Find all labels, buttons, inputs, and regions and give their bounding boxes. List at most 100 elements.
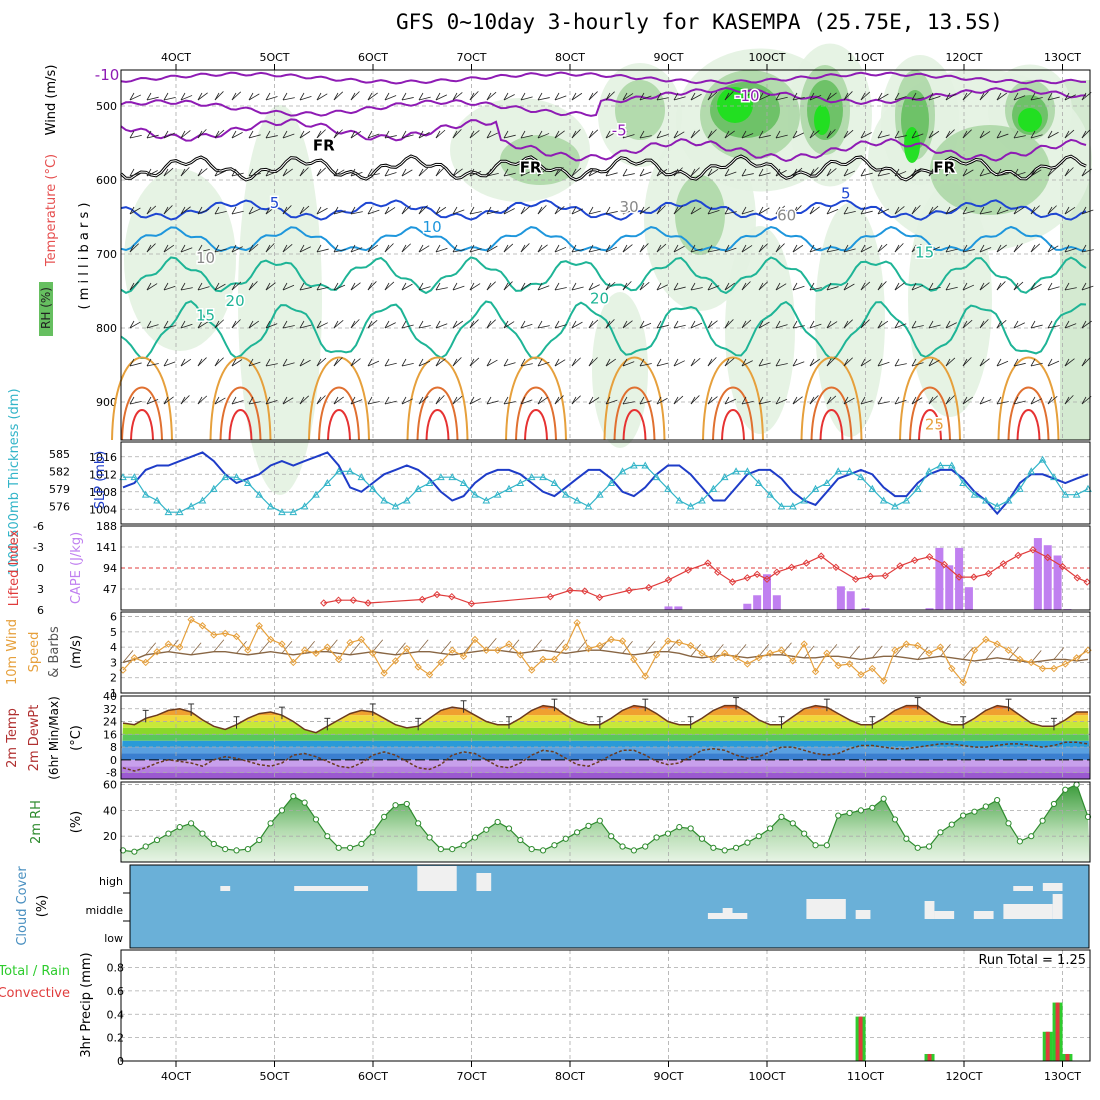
cloud-bar-high [220, 886, 231, 891]
wind-barb [214, 129, 225, 139]
wind-barb [724, 130, 735, 139]
wind-barb [928, 244, 934, 253]
wind-barb [1030, 362, 1043, 367]
isotherm-label: -5 [612, 122, 627, 140]
wind-barb [163, 244, 175, 253]
wind-barb [1081, 320, 1087, 329]
precip-tick-label: 0.4 [107, 1008, 125, 1021]
slp-frame [120, 441, 1091, 525]
thickness-point [221, 473, 230, 481]
wind-barb [401, 168, 407, 177]
wind-barb [826, 209, 839, 215]
rh-frame [120, 781, 1091, 863]
wind-barb [486, 400, 499, 405]
wind-barb [367, 244, 379, 253]
wind-barb [571, 248, 584, 253]
isotherm-35 [327, 409, 351, 441]
wind-barb [605, 282, 611, 291]
wind-barb [656, 92, 662, 101]
rh-tick-label: 20 [103, 830, 117, 843]
wind-barb [350, 358, 356, 367]
wind-barb [673, 130, 679, 139]
wind-barb [758, 644, 770, 657]
wind-barb [333, 130, 339, 139]
wind-barb [996, 133, 1009, 139]
wind-barb [129, 400, 142, 405]
wind-barb [809, 323, 822, 329]
wind-barb [452, 129, 462, 139]
thickness-point [1027, 467, 1036, 475]
wind-barb [316, 322, 328, 329]
wind-barb [1081, 358, 1087, 367]
wind-barb [503, 358, 509, 367]
wind-barb [894, 206, 900, 215]
li-point [334, 596, 343, 604]
wind-barb [605, 246, 618, 253]
wind-speed-point [323, 643, 332, 651]
wind-barb [1064, 206, 1070, 215]
wind-barb [145, 642, 157, 656]
wind-barb [639, 168, 645, 177]
wind-barb [962, 647, 974, 660]
wind-barb [401, 206, 407, 215]
thickness-point [925, 467, 933, 475]
wind-barb [197, 168, 203, 177]
wind-barb [639, 243, 649, 253]
bottom-time-label: 6OCT [358, 1070, 388, 1083]
rh-point [585, 822, 592, 829]
rh-point [210, 840, 217, 848]
wind-barb [690, 167, 700, 177]
wind-barb [503, 168, 509, 177]
wind-barb [707, 396, 718, 405]
wind-barb [724, 130, 730, 139]
wind-barb [537, 396, 549, 405]
wind-barb [299, 130, 305, 139]
wind-barb [605, 131, 617, 139]
wind-barb [197, 129, 207, 139]
wind-barb [129, 282, 135, 291]
wind-barb [129, 358, 135, 367]
wind-barb [349, 642, 361, 656]
wind-barb [282, 320, 288, 329]
wind-barb [673, 320, 679, 329]
wind-barb [367, 130, 373, 139]
wind-barb [1030, 398, 1042, 405]
wind-barb [503, 94, 515, 101]
isotherm-35 [1016, 409, 1041, 441]
wind-barb [486, 173, 499, 177]
wind-barb [1047, 320, 1053, 329]
wind-barb [826, 249, 839, 253]
wind-barb [571, 92, 583, 101]
wind-barb [673, 245, 685, 253]
wind-barb [350, 282, 356, 291]
rh-point [732, 844, 740, 851]
wind-barb [945, 286, 958, 291]
wind-barb [265, 206, 276, 215]
wind-barb [146, 206, 152, 215]
wind-barb [180, 95, 193, 101]
temp-band [121, 759, 1090, 767]
wind-barb [775, 283, 787, 291]
rh2m-axis-label: 2m RH [29, 800, 44, 844]
rh-point [971, 808, 978, 815]
wind-barb [843, 244, 849, 253]
wind-barb [1047, 167, 1058, 177]
wind-barb [911, 205, 921, 215]
wind-barb [435, 396, 441, 405]
precip-convective-bar [927, 1053, 932, 1061]
isotherm-label: 20 [590, 290, 609, 308]
wind-barb [231, 320, 237, 329]
wind-speed-point [720, 649, 729, 657]
wind-barb [554, 130, 565, 139]
wind-speed-point [584, 644, 593, 653]
wind-barb [146, 244, 152, 253]
wind-barb [333, 249, 346, 253]
rh-point [517, 836, 524, 844]
wind-barb [979, 247, 992, 253]
wind-barb [537, 282, 543, 291]
wind-barb [520, 130, 526, 139]
wind-barb [248, 320, 254, 329]
wind-barb [435, 94, 448, 101]
wind-barb [384, 282, 390, 291]
